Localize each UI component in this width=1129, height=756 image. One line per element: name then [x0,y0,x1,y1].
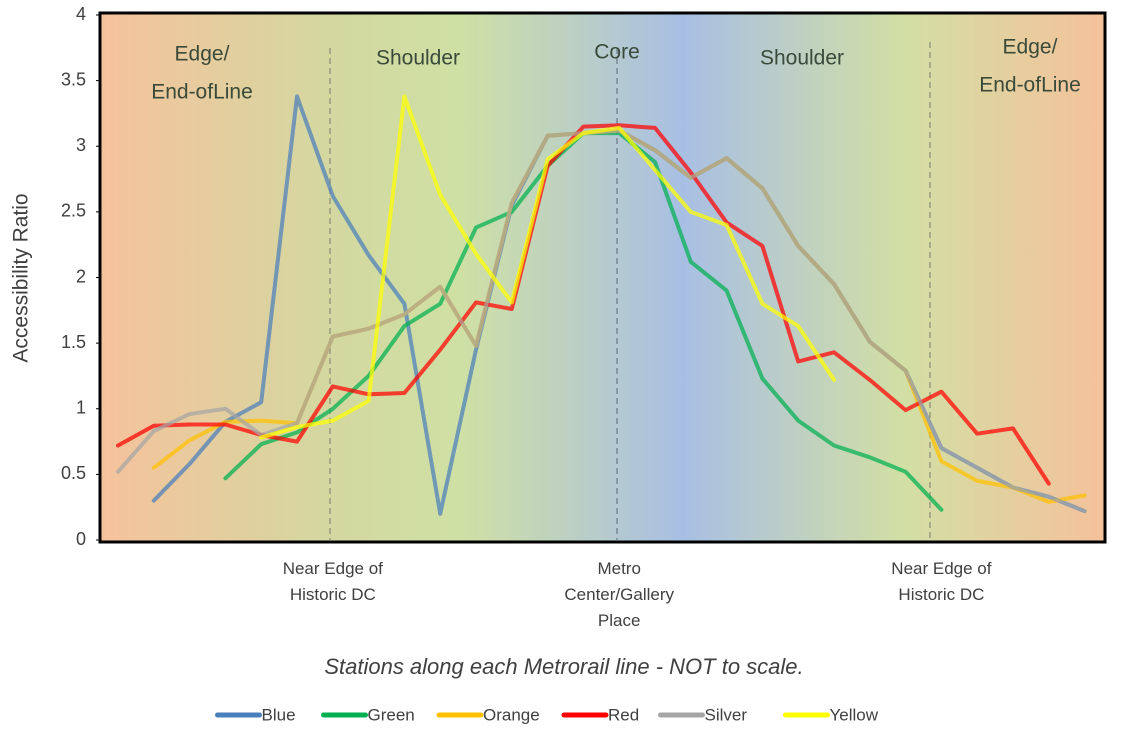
zone-label: Shoulder [376,47,460,70]
y-axis-title: Accessibility Ratio [10,193,33,362]
zone-label: Core [594,41,640,64]
zone-label: Edge/ [175,43,230,66]
series-line [259,94,836,440]
zone-label: Shoulder [760,47,844,70]
zone-label: End-ofLine [979,74,1081,97]
x-axis-title: Stations along each Metrorail line - NOT… [324,654,803,679]
y-tick-label: 4 [76,4,86,24]
lines [116,94,1087,516]
legend-label: Blue [262,705,296,724]
x-tick-label: Near Edge of Historic DC [283,559,383,604]
y-tick-label: 2.5 [61,201,86,221]
y-tick-label: 3.5 [61,69,86,89]
y-tick-label: 0.5 [61,463,86,483]
y-tick-label: 2 [76,266,86,286]
x-tick-label: Metro Center/Gallery Place [564,559,674,630]
legend-label: Yellow [830,705,879,724]
y-tick-label: 1 [76,398,86,418]
legend-label: Orange [483,705,540,724]
x-tick-label: Near Edge of Historic DC [891,559,991,604]
zone-label: End-ofLine [151,81,253,104]
legend-label: Silver [705,705,748,724]
y-tick-label: 1.5 [61,332,86,352]
y-tick-label: 0 [76,529,86,549]
zone-label: Edge/ [1003,36,1058,59]
legend-label: Green [368,705,415,724]
y-tick-label: 3 [76,135,86,155]
legend-label: Red [608,705,639,724]
series-line [116,123,1051,486]
